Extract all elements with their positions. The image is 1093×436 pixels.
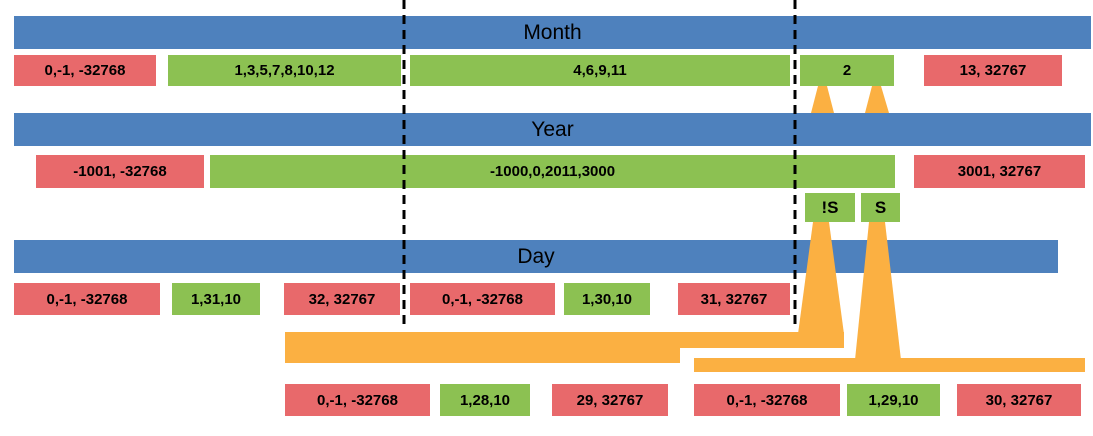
feb-nonleap-class-box-2: 1,28,10 [440, 384, 530, 416]
year-bar: Year [14, 113, 1091, 146]
day-class-box-1: 0,-1, -32768 [14, 283, 160, 315]
year-class-box-1: -1001, -32768 [36, 155, 204, 188]
year-bar-label: Year [531, 117, 574, 141]
month-class-box-1: 0,-1, -32768 [14, 55, 156, 86]
day-class-box-6: 31, 32767 [678, 283, 790, 315]
day-bar: Day [14, 240, 1058, 273]
day-class-box-3: 32, 32767 [284, 283, 400, 315]
month-bar-label: Month [523, 20, 582, 44]
flow-spike-leap [865, 86, 889, 113]
day-bar-label: Day [517, 244, 555, 268]
flow-bar-nonleap-upper [285, 332, 844, 348]
year-class-box-3: 3001, 32767 [914, 155, 1085, 188]
feb-nonleap-class-box-3: 29, 32767 [552, 384, 668, 416]
leap-year-marker: S [861, 193, 900, 222]
month-bar: Month [14, 16, 1091, 49]
day-class-box-2: 1,31,10 [172, 283, 260, 315]
feb-leap-class-box-1: 0,-1, -32768 [694, 384, 840, 416]
day-class-box-4: 0,-1, -32768 [410, 283, 555, 315]
flow-bar-leap [694, 358, 1085, 372]
feb-leap-class-box-3: 30, 32767 [957, 384, 1081, 416]
feb-nonleap-class-box-1: 0,-1, -32768 [285, 384, 430, 416]
year-class-box-2: -1000,0,2011,3000 [210, 155, 895, 188]
feb-leap-class-box-2: 1,29,10 [847, 384, 940, 416]
flow-bar-nonleap-lower [285, 347, 680, 363]
flow-funnel-nonleap [798, 222, 844, 334]
day-class-box-5: 1,30,10 [564, 283, 650, 315]
month-class-box-5: 13, 32767 [924, 55, 1062, 86]
month-class-box-3: 4,6,9,11 [410, 55, 790, 86]
month-class-box-2: 1,3,5,7,8,10,12 [168, 55, 401, 86]
month-class-box-4: 2 [800, 55, 894, 86]
non-leap-year-marker: !S [805, 193, 855, 222]
flow-spike-nonleap [811, 86, 834, 113]
